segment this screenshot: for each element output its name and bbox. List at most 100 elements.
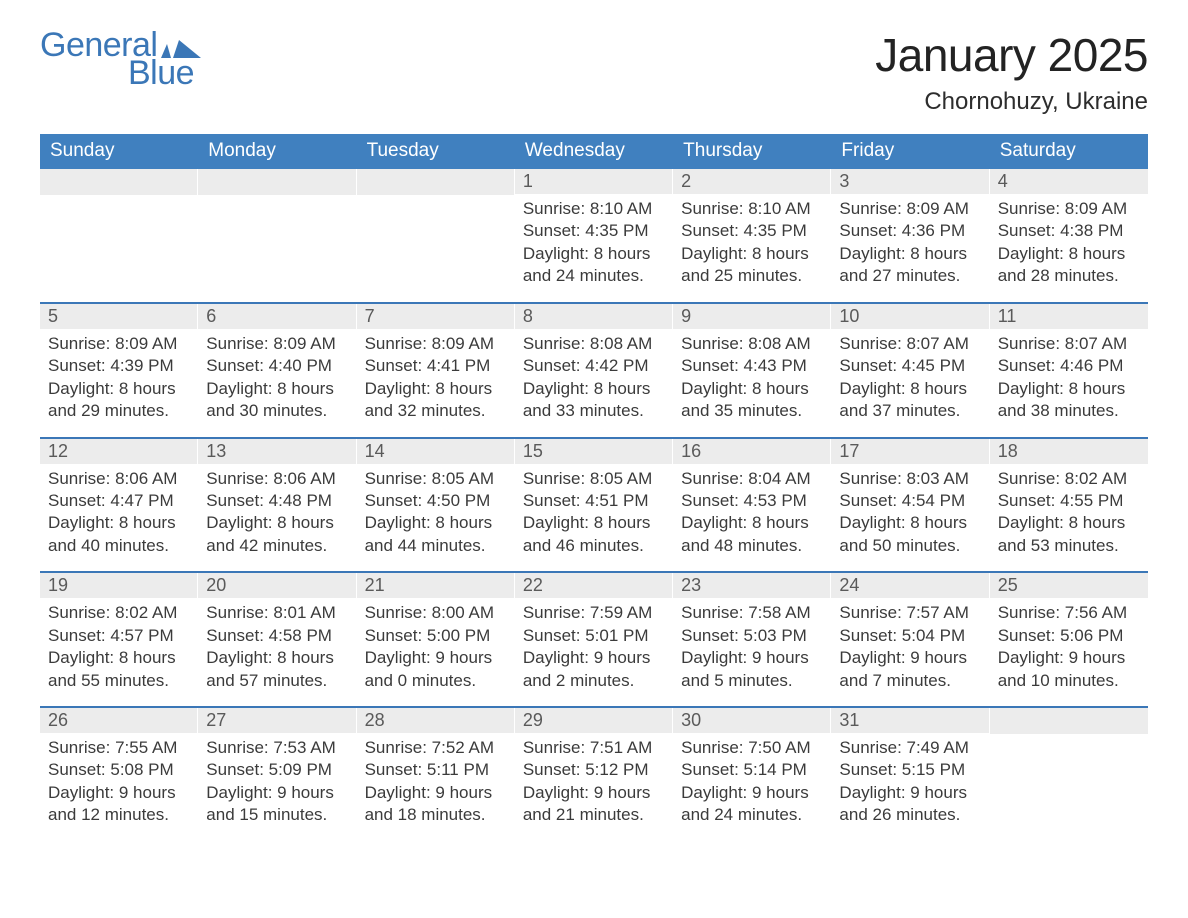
sunrise-line: Sunrise: 8:06 AM xyxy=(48,468,190,490)
day-cell: 6Sunrise: 8:09 AMSunset: 4:40 PMDaylight… xyxy=(198,304,356,437)
weekday-tuesday: Tuesday xyxy=(357,134,515,169)
weekday-monday: Monday xyxy=(198,134,356,169)
day-body: Sunrise: 8:07 AMSunset: 4:46 PMDaylight:… xyxy=(990,329,1148,423)
day-number: 14 xyxy=(357,439,515,464)
sunrise-line: Sunrise: 8:09 AM xyxy=(839,198,981,220)
title-block: January 2025 Chornohuzy, Ukraine xyxy=(875,28,1148,116)
sunrise-line: Sunrise: 8:02 AM xyxy=(998,468,1140,490)
day-body: Sunrise: 8:03 AMSunset: 4:54 PMDaylight:… xyxy=(831,464,989,558)
week-row: 12Sunrise: 8:06 AMSunset: 4:47 PMDayligh… xyxy=(40,437,1148,572)
sunset-line: Sunset: 4:46 PM xyxy=(998,355,1140,377)
sunset-line: Sunset: 4:47 PM xyxy=(48,490,190,512)
sunrise-line: Sunrise: 7:51 AM xyxy=(523,737,665,759)
week-row: 1Sunrise: 8:10 AMSunset: 4:35 PMDaylight… xyxy=(40,169,1148,302)
daylight-line: Daylight: 9 hours and 18 minutes. xyxy=(365,782,507,827)
week-row: 26Sunrise: 7:55 AMSunset: 5:08 PMDayligh… xyxy=(40,706,1148,841)
day-cell: 8 Sunrise: 8:08 AMSunset: 4:42 PMDaylight… xyxy=(515,304,673,437)
daylight-line: Daylight: 9 hours and 10 minutes. xyxy=(998,647,1140,692)
day-cell xyxy=(40,169,198,302)
day-number: 1 xyxy=(515,169,673,194)
daylight-line: Daylight: 9 hours and 2 minutes. xyxy=(523,647,665,692)
sunrise-line: Sunrise: 8:08 AM xyxy=(523,333,665,355)
day-number: 15 xyxy=(515,439,673,464)
sunrise-line: Sunrise: 8:04 AM xyxy=(681,468,823,490)
day-body: Sunrise: 8:07 AMSunset: 4:45 PMDaylight:… xyxy=(831,329,989,423)
sunset-line: Sunset: 5:14 PM xyxy=(681,759,823,781)
sunset-line: Sunset: 4:54 PM xyxy=(839,490,981,512)
day-number: 25 xyxy=(990,573,1148,598)
day-cell: 3Sunrise: 8:09 AMSunset: 4:36 PMDaylight… xyxy=(831,169,989,302)
day-number: 31 xyxy=(831,708,989,733)
day-cell: 24Sunrise: 7:57 AMSunset: 5:04 PMDayligh… xyxy=(831,573,989,706)
sunrise-line: Sunrise: 8:10 AM xyxy=(681,198,823,220)
day-cell: 14Sunrise: 8:05 AMSunset: 4:50 PMDayligh… xyxy=(357,439,515,572)
sunrise-line: Sunrise: 7:58 AM xyxy=(681,602,823,624)
sunrise-line: Sunrise: 7:56 AM xyxy=(998,602,1140,624)
day-cell xyxy=(198,169,356,302)
brand-logo: General Blue xyxy=(40,28,203,90)
sunset-line: Sunset: 5:08 PM xyxy=(48,759,190,781)
sunset-line: Sunset: 4:42 PM xyxy=(523,355,665,377)
daylight-line: Daylight: 9 hours and 7 minutes. xyxy=(839,647,981,692)
day-number: 18 xyxy=(990,439,1148,464)
day-cell: 9Sunrise: 8:08 AMSunset: 4:43 PMDaylight… xyxy=(673,304,831,437)
day-body: Sunrise: 7:57 AMSunset: 5:04 PMDaylight:… xyxy=(831,598,989,692)
daylight-line: Daylight: 8 hours and 33 minutes. xyxy=(523,378,665,423)
day-number: 4 xyxy=(990,169,1148,194)
sunrise-line: Sunrise: 8:01 AM xyxy=(206,602,348,624)
daylight-line: Daylight: 8 hours and 38 minutes. xyxy=(998,378,1140,423)
day-body: Sunrise: 8:10 AMSunset: 4:35 PMDaylight:… xyxy=(673,194,831,288)
sunset-line: Sunset: 4:58 PM xyxy=(206,625,348,647)
sunset-line: Sunset: 4:45 PM xyxy=(839,355,981,377)
sunset-line: Sunset: 4:55 PM xyxy=(998,490,1140,512)
day-number: 9 xyxy=(673,304,831,329)
daylight-line: Daylight: 8 hours and 35 minutes. xyxy=(681,378,823,423)
sunset-line: Sunset: 5:11 PM xyxy=(365,759,507,781)
day-number xyxy=(40,169,198,195)
day-number: 30 xyxy=(673,708,831,733)
daylight-line: Daylight: 8 hours and 28 minutes. xyxy=(998,243,1140,288)
day-cell: 7Sunrise: 8:09 AMSunset: 4:41 PMDaylight… xyxy=(357,304,515,437)
day-body: Sunrise: 8:05 AMSunset: 4:51 PMDaylight:… xyxy=(515,464,673,558)
sunrise-line: Sunrise: 8:02 AM xyxy=(48,602,190,624)
daylight-line: Daylight: 8 hours and 48 minutes. xyxy=(681,512,823,557)
brand-text-2: Blue xyxy=(128,56,203,90)
sunset-line: Sunset: 4:38 PM xyxy=(998,220,1140,242)
day-number: 27 xyxy=(198,708,356,733)
daylight-line: Daylight: 8 hours and 27 minutes. xyxy=(839,243,981,288)
location-subtitle: Chornohuzy, Ukraine xyxy=(875,88,1148,116)
daylight-line: Daylight: 8 hours and 40 minutes. xyxy=(48,512,190,557)
day-body: Sunrise: 8:10 AMSunset: 4:35 PMDaylight:… xyxy=(515,194,673,288)
daylight-line: Daylight: 9 hours and 5 minutes. xyxy=(681,647,823,692)
sunrise-line: Sunrise: 8:10 AM xyxy=(523,198,665,220)
sunset-line: Sunset: 5:09 PM xyxy=(206,759,348,781)
sunrise-line: Sunrise: 8:00 AM xyxy=(365,602,507,624)
weeks-container: 1Sunrise: 8:10 AMSunset: 4:35 PMDaylight… xyxy=(40,169,1148,841)
weekday-saturday: Saturday xyxy=(990,134,1148,169)
day-body: Sunrise: 8:09 AMSunset: 4:38 PMDaylight:… xyxy=(990,194,1148,288)
sunrise-line: Sunrise: 7:55 AM xyxy=(48,737,190,759)
sunset-line: Sunset: 4:40 PM xyxy=(206,355,348,377)
sunset-line: Sunset: 5:15 PM xyxy=(839,759,981,781)
sunrise-line: Sunrise: 7:49 AM xyxy=(839,737,981,759)
sunrise-line: Sunrise: 8:07 AM xyxy=(839,333,981,355)
sunrise-line: Sunrise: 7:53 AM xyxy=(206,737,348,759)
sunrise-line: Sunrise: 7:52 AM xyxy=(365,737,507,759)
sunset-line: Sunset: 5:00 PM xyxy=(365,625,507,647)
day-number: 13 xyxy=(198,439,356,464)
day-number: 22 xyxy=(515,573,673,598)
weekday-header-row: Sunday Monday Tuesday Wednesday Thursday… xyxy=(40,134,1148,169)
sunset-line: Sunset: 4:50 PM xyxy=(365,490,507,512)
day-cell xyxy=(990,708,1148,841)
day-cell: 16Sunrise: 8:04 AMSunset: 4:53 PMDayligh… xyxy=(673,439,831,572)
daylight-line: Daylight: 8 hours and 50 minutes. xyxy=(839,512,981,557)
sunset-line: Sunset: 4:35 PM xyxy=(523,220,665,242)
day-number xyxy=(357,169,515,195)
day-number: 8 xyxy=(515,304,673,329)
day-body: Sunrise: 8:02 AMSunset: 4:57 PMDaylight:… xyxy=(40,598,198,692)
sunrise-line: Sunrise: 8:09 AM xyxy=(998,198,1140,220)
sunset-line: Sunset: 4:41 PM xyxy=(365,355,507,377)
sunrise-line: Sunrise: 8:09 AM xyxy=(365,333,507,355)
day-number: 23 xyxy=(673,573,831,598)
daylight-line: Daylight: 8 hours and 29 minutes. xyxy=(48,378,190,423)
